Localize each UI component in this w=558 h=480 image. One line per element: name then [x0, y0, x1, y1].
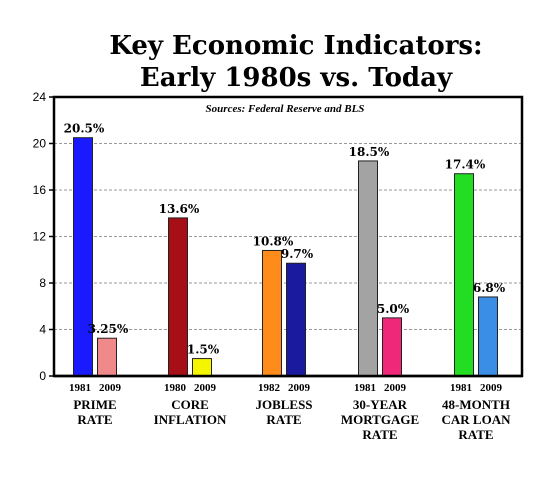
- category-label: 48-MONTH: [442, 397, 510, 412]
- category-label: INFLATION: [154, 412, 227, 427]
- y-tick-label: 16: [33, 183, 47, 197]
- bar: [478, 296, 498, 377]
- bar-year-label: 2009: [194, 382, 217, 394]
- bar-year-label: 1980: [164, 382, 187, 394]
- bar-value-label: 9.7%: [281, 247, 314, 261]
- category-label: RATE: [266, 412, 301, 427]
- y-tick-label: 20: [33, 137, 47, 151]
- bar: [358, 160, 378, 377]
- category-label: PRIME: [73, 397, 116, 412]
- category-label: CAR LOAN: [442, 412, 512, 427]
- category-label: RATE: [362, 427, 397, 442]
- y-tick-label: 0: [39, 369, 46, 383]
- bar-value-label: 6.8%: [473, 281, 506, 295]
- bar-year-label: 2009: [288, 382, 311, 394]
- bar: [262, 249, 282, 377]
- category-label: JOBLESS: [255, 397, 312, 412]
- bar-year-label: 2009: [480, 382, 503, 394]
- category-label: RATE: [458, 427, 493, 442]
- bar: [382, 317, 402, 377]
- bar: [73, 137, 93, 377]
- bar-year-label: 1981: [450, 382, 472, 394]
- bar: [286, 262, 306, 377]
- y-tick-label: 8: [39, 276, 46, 290]
- chart-source: Sources: Federal Reserve and BLS: [206, 103, 365, 115]
- y-tick-label: 4: [39, 323, 46, 337]
- bar: [168, 217, 188, 377]
- bar-value-label: 13.6%: [159, 202, 200, 216]
- chart-title-line-1: Key Economic Indicators:: [109, 31, 482, 61]
- bar: [192, 358, 212, 377]
- bar-value-label: 20.5%: [64, 122, 105, 136]
- bar: [454, 173, 474, 377]
- bar-value-label: 5.0%: [377, 302, 410, 316]
- category-label: CORE: [171, 397, 209, 412]
- y-tick-label: 24: [33, 90, 47, 104]
- category-label: MORTGAGE: [341, 412, 419, 427]
- bar-value-label: 1.5%: [187, 343, 220, 357]
- category-label: RATE: [77, 412, 112, 427]
- bar-year-label: 1982: [258, 382, 281, 394]
- category-label: 30-YEAR: [353, 397, 408, 412]
- y-tick-label: 12: [33, 230, 47, 244]
- bar: [97, 337, 117, 377]
- bar-value-label: 3.25%: [88, 322, 129, 336]
- bar-value-label: 17.4%: [445, 158, 486, 172]
- bar-value-label: 18.5%: [349, 145, 390, 159]
- bar-year-label: 2009: [384, 382, 407, 394]
- bar-value-label: 10.8%: [253, 234, 294, 248]
- chart-title-line-2: Early 1980s vs. Today: [140, 63, 453, 93]
- bar-year-label: 1981: [354, 382, 376, 394]
- plot-area: 0481216202420.5%19813.25%2009PRIMERATE13…: [33, 90, 524, 442]
- bar-year-label: 2009: [99, 382, 122, 394]
- bar-year-label: 1981: [69, 382, 91, 394]
